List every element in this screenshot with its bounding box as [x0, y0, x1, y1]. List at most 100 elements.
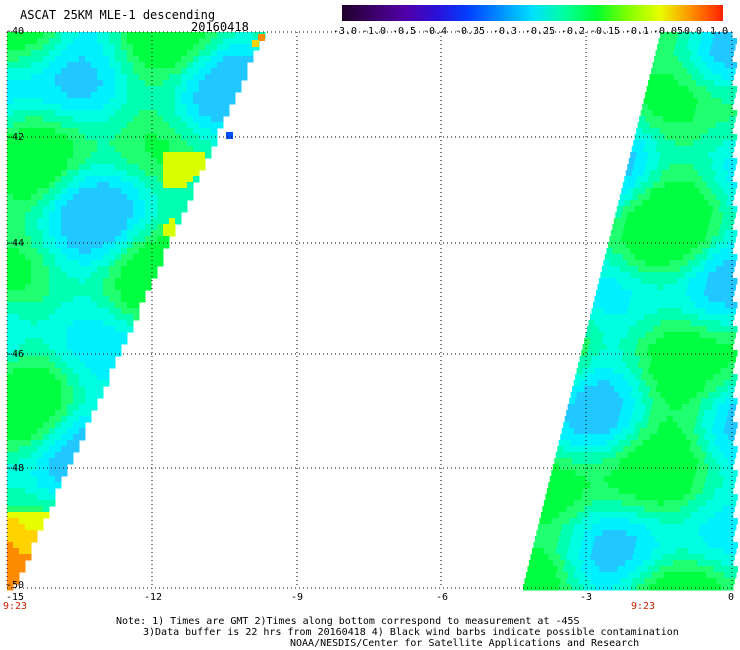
swath-cell: [708, 272, 715, 279]
swath-cell: [97, 374, 104, 381]
swath-cell: [91, 224, 98, 231]
swath-cell: [91, 338, 98, 345]
swath-cell: [698, 338, 705, 345]
swath-cell: [708, 296, 715, 303]
swath-cell: [19, 134, 26, 141]
swath-cell: [55, 236, 62, 243]
swath-cell: [121, 134, 128, 141]
swath-cell: [199, 140, 206, 147]
swath-cell: [690, 272, 697, 279]
swath-cell: [145, 200, 152, 207]
swath-cell: [139, 290, 146, 297]
swath-cell: [723, 428, 731, 435]
swath-cell: [121, 122, 128, 129]
swath-cell: [573, 500, 581, 507]
swath-cell: [25, 368, 32, 375]
swath-cell: [642, 512, 650, 519]
swath-cell: [133, 284, 140, 291]
swath-cell: [618, 248, 625, 255]
swath-cell: [73, 182, 80, 189]
swath-cell: [640, 278, 648, 285]
swath-cell: [109, 38, 116, 45]
swath-cell: [721, 122, 729, 129]
swath-cell: [115, 152, 122, 159]
swath-cell: [103, 212, 110, 219]
swath-cell: [157, 236, 164, 243]
swath-cell: [693, 404, 701, 411]
swath-cell: [97, 188, 104, 195]
swath-cell: [708, 392, 716, 399]
swath-cell: [726, 32, 733, 39]
swath-cell: [121, 110, 128, 117]
swath-cell: [687, 116, 694, 123]
swath-cell: [714, 152, 721, 159]
swath-cell: [31, 356, 38, 363]
swath-cell: [681, 452, 689, 459]
swath-cell: [687, 500, 695, 507]
swath-cell: [723, 380, 731, 387]
swath-cell: [19, 122, 26, 129]
swath-cell: [73, 68, 80, 75]
swath-cell: [67, 140, 74, 147]
swath-cell: [43, 212, 50, 219]
swath-cell: [651, 260, 658, 267]
swath-cell: [115, 74, 122, 81]
swath-cell: [705, 260, 712, 267]
swath-cell: [7, 248, 14, 255]
swath-cell: [669, 308, 676, 315]
swath-cell: [606, 272, 613, 279]
swath-cell: [702, 128, 709, 135]
swath-cell: [609, 500, 617, 507]
swath-cell: [103, 290, 110, 297]
swath-cell: [641, 398, 648, 405]
swath-cell: [573, 548, 581, 555]
swath-cell: [612, 296, 619, 303]
swath-cell: [67, 86, 74, 93]
swath-cell: [67, 170, 74, 177]
swath-cell: [668, 362, 675, 369]
swath-cell: [715, 218, 723, 225]
swath-cell: [61, 386, 68, 393]
swath-cell: [711, 356, 719, 363]
swath-cell: [13, 368, 20, 375]
swath-cell: [193, 158, 200, 165]
swath-cell: [91, 80, 98, 87]
lon-label: 0: [728, 592, 735, 603]
swath-cell: [663, 188, 670, 195]
swath-cell: [25, 188, 32, 195]
swath-cell: [554, 554, 561, 561]
swath-cell: [726, 200, 733, 207]
swath-cell: [619, 290, 627, 297]
swath-cell: [600, 560, 608, 567]
swath-cell: [668, 578, 675, 585]
swath-cell: [617, 470, 624, 477]
swath-cell: [718, 278, 726, 285]
swath-cell: [181, 188, 188, 195]
swath-cell: [49, 272, 56, 279]
swath-cell: [19, 266, 26, 273]
swath-cell: [585, 476, 593, 483]
swath-cell: [37, 380, 44, 387]
swath-cell: [145, 260, 152, 267]
swath-cell: [697, 242, 705, 249]
swath-cell: [711, 284, 718, 291]
swath-cell: [721, 266, 729, 273]
swath-cell: [145, 176, 152, 183]
swath-cell: [649, 122, 657, 129]
swath-cell: [638, 314, 645, 321]
swath-cell: [31, 500, 38, 507]
swath-cell: [702, 512, 710, 519]
swath-cell: [187, 146, 194, 153]
swath-cell: [19, 368, 26, 375]
swath-cell: [85, 356, 92, 363]
swath-cell: [13, 374, 20, 381]
swath-cell: [19, 32, 26, 39]
swath-cell: [229, 62, 236, 69]
swath-cell: [642, 464, 650, 471]
swath-cell: [624, 272, 631, 279]
swath-cell: [725, 422, 732, 429]
swath-cell: [151, 152, 158, 159]
swath-cell: [616, 302, 624, 309]
swath-cell: [37, 242, 44, 249]
swath-cell: [699, 164, 706, 171]
